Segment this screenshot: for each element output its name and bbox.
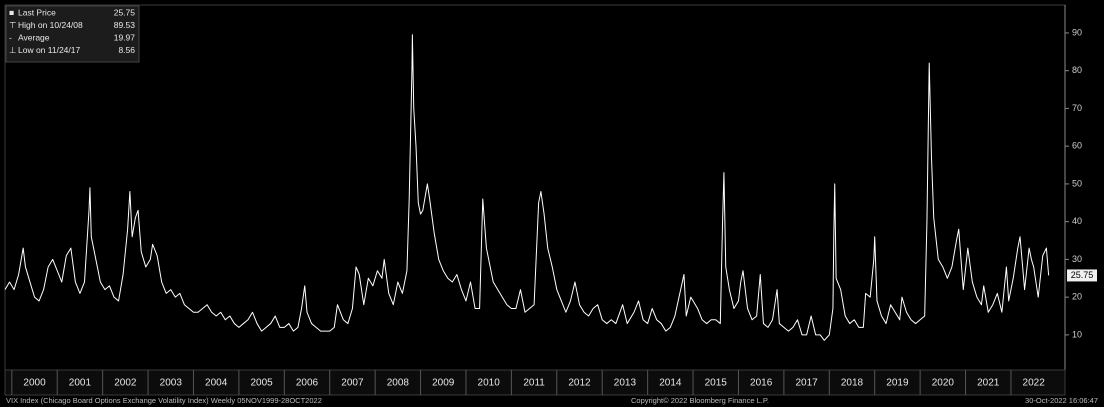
x-tick-label: 2005 <box>250 378 273 389</box>
x-tick-label: 2015 <box>705 378 728 389</box>
x-tick-label: 2007 <box>341 378 364 389</box>
x-tick-label: 2020 <box>932 378 955 389</box>
legend-symbol: ⊥ <box>9 45 17 55</box>
legend-label: Average <box>18 32 50 42</box>
x-tick-label: 2002 <box>114 378 137 389</box>
y-tick-label: 20 <box>1072 292 1082 302</box>
x-tick-label: 2008 <box>387 378 410 389</box>
x-tick-label: 2004 <box>205 378 228 389</box>
y-tick-label: 60 <box>1072 141 1082 151</box>
legend-symbol: ■ <box>9 7 14 17</box>
legend-value: 19.97 <box>114 32 136 42</box>
legend: ■ Last Price 25.75 ⊤ High on 10/24/08 89.53 - A… <box>5 5 140 63</box>
x-tick-label: 2018 <box>841 378 864 389</box>
x-tick-label: 2000 <box>23 378 46 389</box>
legend-value: 89.53 <box>114 20 136 30</box>
year-band <box>4 369 1066 396</box>
footer-right: 30-Oct-2022 16:06:47 <box>1025 396 1098 405</box>
y-tick-label: 90 <box>1072 27 1082 37</box>
legend-value: 25.75 <box>114 7 136 17</box>
x-tick-label: 2003 <box>160 378 183 389</box>
legend-label: High on 10/24/08 <box>18 20 83 30</box>
x-tick-label: 2013 <box>614 378 637 389</box>
x-tick-label: 2019 <box>886 378 909 389</box>
x-tick-label: 2011 <box>523 378 545 389</box>
footer-center: Copyright© 2022 Bloomberg Finance L.P. <box>631 396 769 405</box>
legend-symbol: - <box>9 32 12 42</box>
y-tick-label: 40 <box>1072 216 1082 226</box>
x-tick-label: 2006 <box>296 378 319 389</box>
x-tick-label: 2021 <box>977 378 1000 389</box>
x-tick-label: 2010 <box>478 378 501 389</box>
y-tick-label: 50 <box>1072 178 1082 188</box>
x-tick-label: 2009 <box>432 378 455 389</box>
plot-layer <box>4 34 1050 341</box>
legend-value: 8.56 <box>118 45 135 55</box>
x-tick-label: 2012 <box>568 378 591 389</box>
price-line <box>4 34 1050 341</box>
legend-symbol: ⊤ <box>9 20 17 30</box>
legend-label: Low on 11/24/17 <box>18 45 80 55</box>
x-tick-label: 2017 <box>795 378 818 389</box>
x-tick-label: 2001 <box>69 378 92 389</box>
footer-left: VIX Index (Chicago Board Options Exchang… <box>6 396 322 405</box>
legend-label: Last Price <box>18 7 56 17</box>
y-tick-label: 70 <box>1072 103 1082 113</box>
x-tick-label: 2022 <box>1023 378 1046 389</box>
y-tick-label: 80 <box>1072 65 1082 75</box>
x-tick-label: 2014 <box>659 378 682 389</box>
x-tick-label: 2016 <box>750 378 773 389</box>
y-tick-label: 30 <box>1072 254 1082 264</box>
last-price-label: 25.75 <box>1071 270 1094 280</box>
y-tick-label: 10 <box>1072 329 1082 339</box>
legend-box <box>5 5 140 63</box>
last-price-flag <box>1067 269 1097 282</box>
